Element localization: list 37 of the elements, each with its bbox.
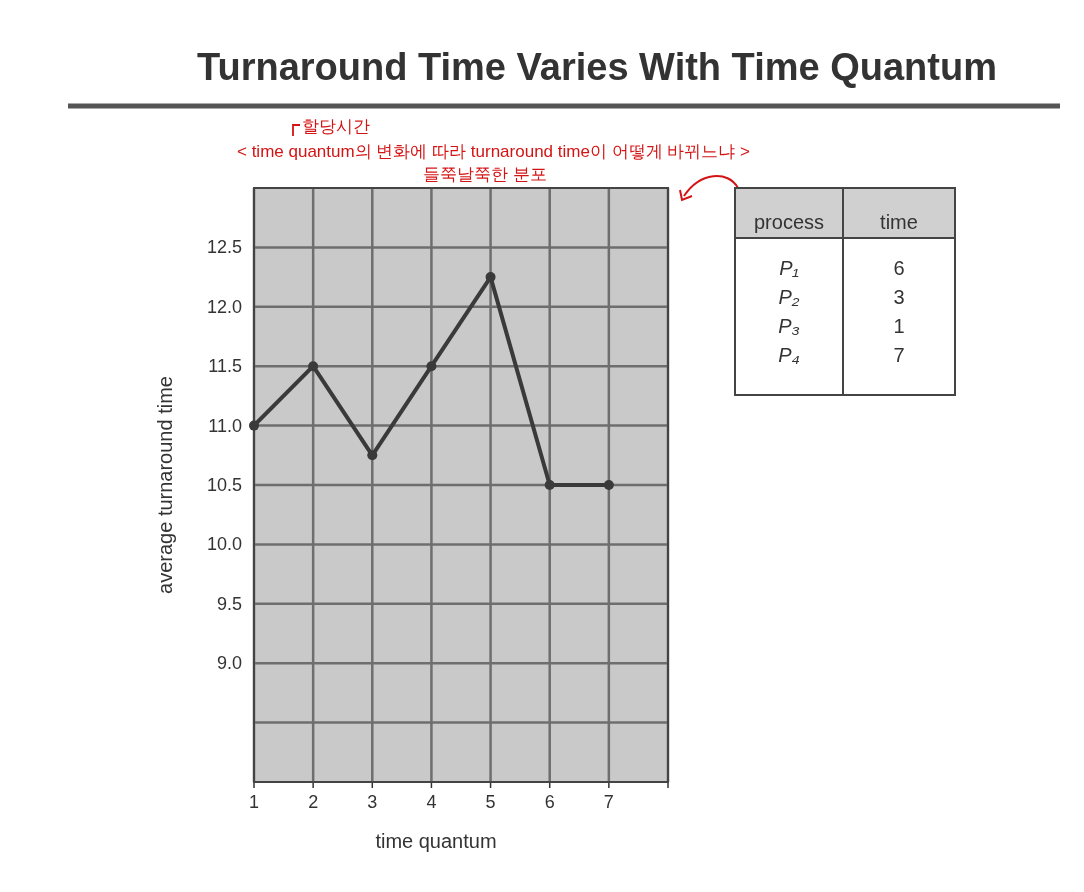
y-tick-label: 12.0 [206,296,242,317]
x-axis-title: time quantum [375,830,497,852]
point [544,480,555,490]
text: P₃ [778,315,800,337]
text: 6 [893,257,905,279]
point [308,361,319,372]
y-tick-label: 12.5 [206,237,242,258]
point [249,420,259,431]
y-tick-label: 9.0 [216,653,242,674]
x-tick-label: 4 [426,792,437,812]
y-tick-label: 9.5 [216,593,242,614]
text: 1 [893,315,905,337]
x-tick-label: 2 [308,792,319,812]
text: 들쭉날쭉한 분포 [423,165,547,184]
chart-title: Turnaround Time Varies With Time Quantum [197,46,997,88]
y-tick-label: 11.0 [208,415,242,436]
text: process [753,211,825,233]
x-tick-label: 7 [603,792,614,812]
point [603,480,614,490]
text: < time quantum의 변화에 따라 turnaround time이 어떻게 바뀌느냐 > [237,142,751,161]
text: time [880,211,918,233]
point [367,450,378,461]
text: 7 [893,344,905,366]
y-tick-label: 10.0 [206,534,242,555]
y-tick-label: 11.5 [208,356,242,377]
y-tick-label: 10.5 [206,475,242,495]
text: 할당시간 [302,117,370,136]
x-tick-label: 3 [367,792,378,812]
point [426,361,437,372]
x-tick-label: 1 [248,792,260,812]
x-tick-label: 6 [544,792,555,812]
text: P₄ [778,344,800,366]
text: 3 [893,286,905,308]
text: P₁ [779,257,799,279]
text: P₂ [778,286,800,308]
y-axis-title: average turnaround time [154,376,176,594]
x-tick-label: 5 [485,792,496,812]
